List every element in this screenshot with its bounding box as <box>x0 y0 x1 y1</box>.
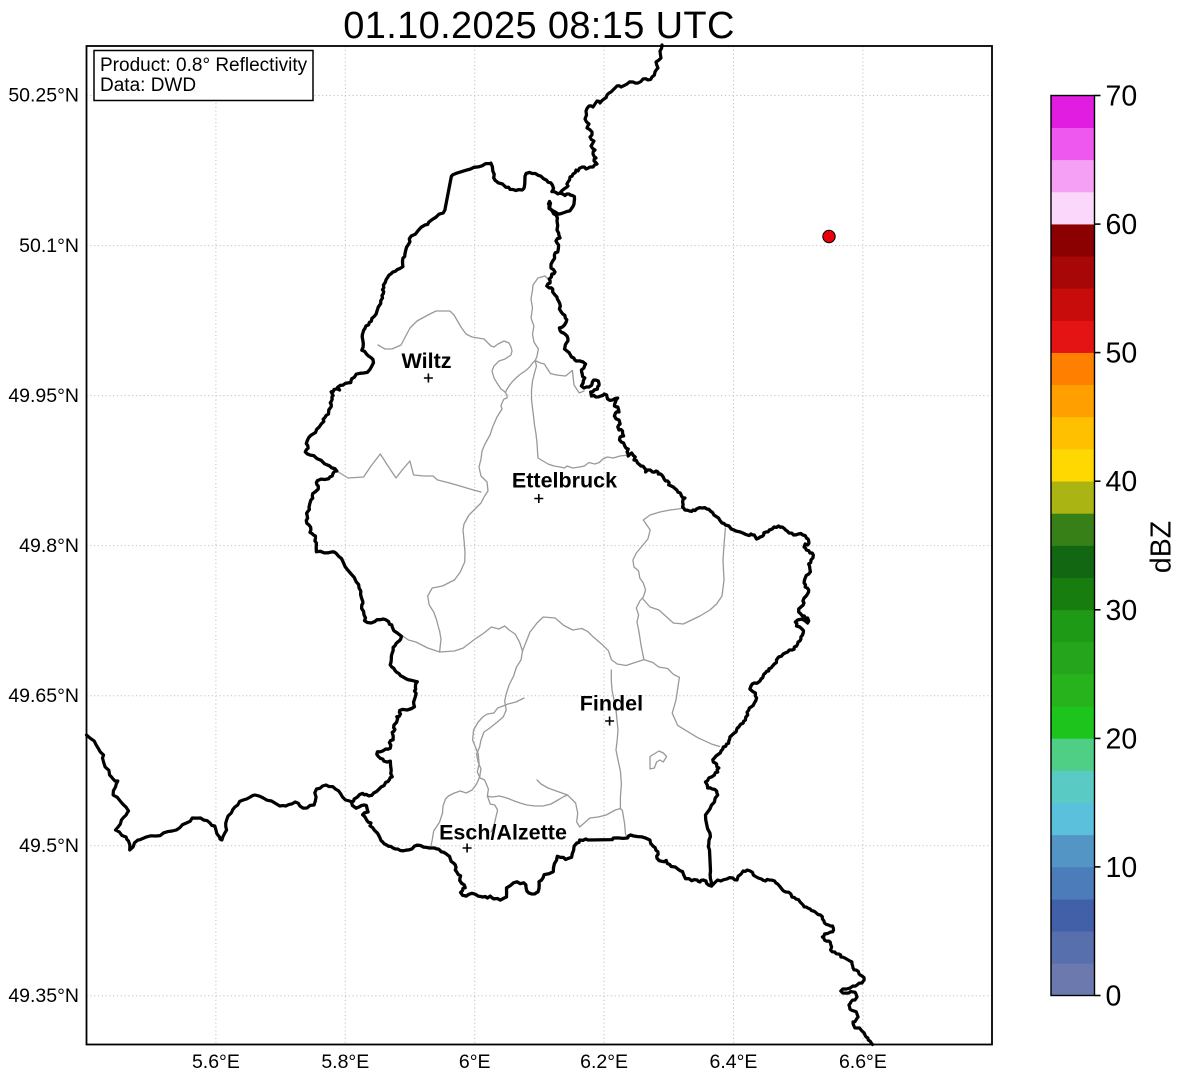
svg-text:6.2°E: 6.2°E <box>580 1051 628 1073</box>
svg-text:6.4°E: 6.4°E <box>710 1051 758 1073</box>
svg-text:50.1°N: 50.1°N <box>19 235 79 257</box>
svg-text:30: 30 <box>1106 595 1138 627</box>
svg-text:01.10.2025 08:15 UTC: 01.10.2025 08:15 UTC <box>343 5 735 47</box>
svg-text:5.6°E: 5.6°E <box>192 1051 240 1073</box>
svg-text:50: 50 <box>1106 338 1138 370</box>
svg-text:6°E: 6°E <box>459 1051 491 1073</box>
svg-text:70: 70 <box>1106 81 1138 113</box>
svg-text:Wiltz: Wiltz <box>402 349 452 373</box>
svg-text:50.25°N: 50.25°N <box>8 85 79 107</box>
svg-text:6.6°E: 6.6°E <box>839 1051 887 1073</box>
svg-text:49.5°N: 49.5°N <box>19 835 79 857</box>
svg-text:20: 20 <box>1106 723 1138 755</box>
svg-text:49.8°N: 49.8°N <box>19 535 79 557</box>
svg-text:5.8°E: 5.8°E <box>321 1051 369 1073</box>
svg-text:Product: 0.8° Reflectivity: Product: 0.8° Reflectivity <box>100 55 308 76</box>
svg-text:Data: DWD: Data: DWD <box>100 75 196 96</box>
svg-text:49.65°N: 49.65°N <box>8 685 79 707</box>
svg-text:Esch/Alzette: Esch/Alzette <box>439 821 567 845</box>
svg-text:40: 40 <box>1106 466 1138 498</box>
svg-text:10: 10 <box>1106 852 1138 884</box>
svg-text:49.95°N: 49.95°N <box>8 385 79 407</box>
svg-text:dBZ: dBZ <box>1146 521 1178 573</box>
svg-text:60: 60 <box>1106 209 1138 241</box>
svg-text:0: 0 <box>1106 981 1122 1013</box>
svg-text:Findel: Findel <box>580 692 643 716</box>
svg-text:Ettelbruck: Ettelbruck <box>512 469 617 493</box>
svg-text:49.35°N: 49.35°N <box>8 985 79 1007</box>
